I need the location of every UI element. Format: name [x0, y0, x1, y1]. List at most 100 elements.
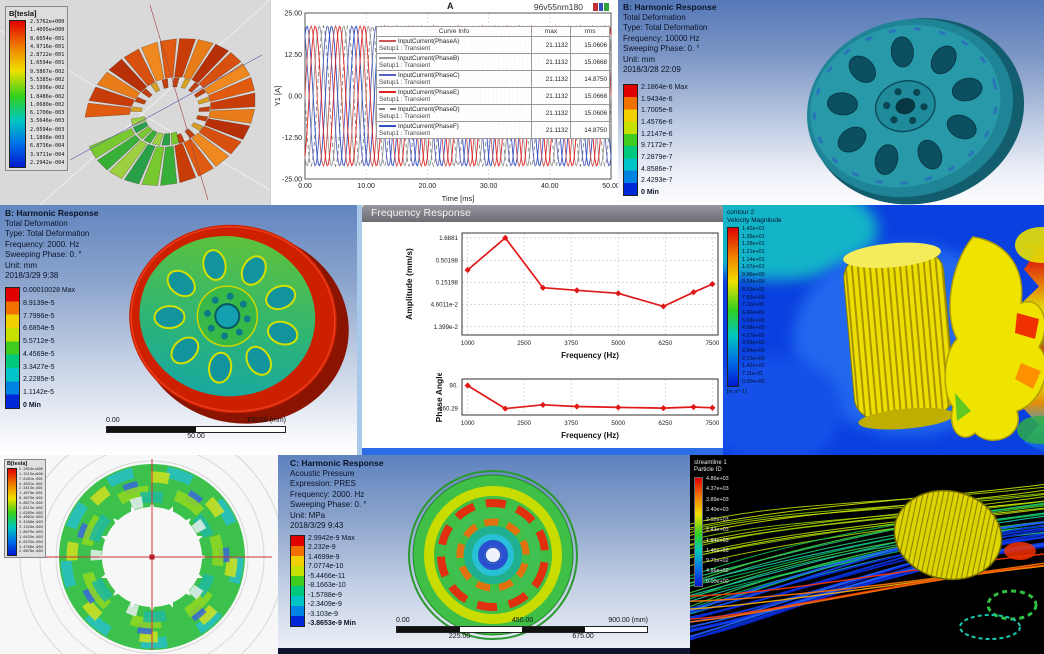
plot-corner-icon[interactable]: [593, 3, 610, 11]
ruler-label-q1: 225.00: [448, 633, 471, 640]
svg-text:Time [ms]: Time [ms]: [442, 194, 475, 203]
panel-frequency-response-window[interactable]: Frequency Response 1000 2500 3750 5000 6250 7…: [357, 205, 728, 455]
colorbar-label: 1.2147e-6: [641, 130, 673, 138]
ring-render[interactable]: [0, 455, 278, 654]
plot-title: A: [447, 1, 454, 11]
panel-harmonic-10000hz[interactable]: B: Harmonic Response Total Deformation Typ…: [618, 0, 1044, 205]
colorbar-label: 1.07e+01: [742, 264, 765, 271]
colorbar-label: -8.1663e-10: [308, 582, 346, 590]
colorbar-label: 1.8079e-003: [19, 529, 43, 534]
result-info-line: Type: Total Deformation: [623, 23, 708, 32]
ruler-bar: [396, 626, 648, 633]
panel-harmonic-2000hz[interactable]: B: Harmonic Response Total Deformation Typ…: [0, 205, 357, 455]
svg-text:1000: 1000: [461, 340, 475, 347]
colorbar-labels: 2.1864e-6 Max 1.9434e-6 1.7005e-6 1.4576e-6…: [641, 84, 688, 196]
colorbar-label: 9.5867e-002: [30, 68, 65, 75]
svg-text:20.00: 20.00: [419, 183, 437, 190]
colorbar-label: 1.14e+01: [742, 256, 765, 263]
svg-text:5000: 5000: [611, 420, 625, 427]
colorbar-label: 1.1142e-5: [23, 389, 55, 397]
colorbar-labels: 2.2894e+000 1.3215e+000 7.6281e-001 4.4031e…: [19, 467, 43, 554]
svg-text:-12.50: -12.50: [282, 135, 302, 142]
colorbar-label: 1.42e+00: [742, 363, 765, 370]
colorbar-label: 4.98e+00: [742, 325, 765, 332]
svg-text:3750: 3750: [564, 340, 578, 347]
colorbar-label: 1.6285e-002: [19, 510, 43, 515]
colorbar-title-line: contour 2: [727, 209, 755, 216]
panel-streamlines[interactable]: streamline 1 Particle ID 4.86e+03 4.37e+0…: [690, 455, 1044, 654]
amplitude-chart[interactable]: 1000 2500 3750 5000 6250 7500 1.6881 0.50198 0.1…: [362, 225, 728, 373]
colorbar-label: 2.0594e-003: [30, 126, 65, 133]
svg-text:0.00: 0.00: [288, 94, 302, 101]
disk-render[interactable]: [278, 455, 690, 654]
svg-text:Y1 [A]: Y1 [A]: [273, 86, 282, 106]
colorbar-label: -2.3409e-9: [308, 601, 342, 609]
cfd-fan-render[interactable]: [723, 205, 1044, 455]
colorbar-gradient: [694, 477, 703, 587]
window-titlebar[interactable]: Frequency Response: [362, 205, 728, 222]
wheel-render-red[interactable]: [0, 205, 357, 455]
svg-text:7500: 7500: [705, 420, 719, 427]
colorbar-label: 3.1320e-003: [19, 525, 43, 530]
colorbar-label: 7.2879e-7: [641, 153, 673, 161]
result-info-line: 2018/3/28 22:09: [623, 65, 681, 74]
colorbar-label: 4.8877e-002: [19, 500, 43, 505]
colorbar-label: 2.2894e+000: [19, 467, 43, 471]
legend-line-sample: [379, 74, 396, 77]
curve-legend-table[interactable]: Curve Info max rms InputCurrent(PhaseA) S…: [376, 26, 610, 139]
colorbar-label: 9.4002e-003: [19, 515, 43, 520]
result-info-line: C: Harmonic Response: [290, 458, 384, 468]
colorbar-label: 4.4031e-001: [19, 481, 43, 486]
legend-row[interactable]: InputCurrent(PhaseB) Setup1 : Transient 21…: [376, 53, 610, 71]
result-info-line: Unit: mm: [5, 260, 37, 270]
svg-text:-25.00: -25.00: [282, 177, 302, 184]
colorbar-label: 1.4095e+000: [30, 27, 65, 34]
colorbar-label: 6.6854e-5: [23, 325, 55, 333]
legend-row[interactable]: InputCurrent(PhaseE) Setup1 : Transient 21…: [376, 87, 610, 105]
colorbar-label: 3.3427e-5: [23, 363, 55, 371]
colorbar-label: 0.00010028 Max: [23, 287, 76, 294]
panel-acoustic-pressure[interactable]: C: Harmonic Response Acoustic Pressure Exp…: [278, 455, 690, 654]
colorbar-gradient: [727, 227, 739, 387]
streamline-render[interactable]: [690, 455, 1044, 654]
legend-line-sample: [379, 125, 396, 128]
colorbar-label: 2.8722e-001: [30, 52, 65, 59]
legend-row[interactable]: InputCurrent(PhaseF) Setup1 : Transient 21…: [376, 121, 610, 139]
colorbar-gradient: [9, 20, 26, 168]
ruler-bar: [106, 426, 286, 433]
colorbar-label: 1.4670e-001: [19, 491, 43, 496]
panel-current-plot[interactable]: A 96v55nm180 0.00 10.00 20.00 30.00 40.00 50.…: [270, 0, 619, 205]
svg-text:Frequency (Hz): Frequency (Hz): [561, 351, 619, 360]
colorbar-label: 2.92e+03: [706, 517, 729, 523]
colorbar-labels: 1.42e+01 1.35e+01 1.28e+01 1.21e+01 1.14e+01…: [742, 226, 765, 385]
legend-row[interactable]: InputCurrent(PhaseC) Setup1 : Transient 21…: [376, 70, 610, 88]
wheel-render-teal[interactable]: [618, 0, 1044, 205]
result-info-line: B: Harmonic Response: [5, 208, 99, 218]
svg-text:0.15198: 0.15198: [436, 280, 459, 287]
stator-render[interactable]: [0, 0, 270, 205]
colorbar-label: 2.84e+00: [742, 348, 765, 354]
svg-text:90.: 90.: [449, 382, 458, 389]
colorbar-label: 5.5385e-002: [30, 76, 65, 83]
colorbar-label: 1.4699e-9: [308, 553, 340, 561]
legend-row[interactable]: InputCurrent(PhaseA) Setup1 : Transient 21…: [376, 36, 610, 54]
phase-chart[interactable]: 1000 2500 3750 5000 6250 7500 90. -160.29 Freque…: [362, 373, 728, 451]
ruler-label-left: 0.00: [396, 617, 410, 624]
svg-text:3750: 3750: [564, 420, 578, 427]
panel-maxwell-ring[interactable]: B[tesla] 2.2894e+000 1.3215e+000 7.6281e-0…: [0, 455, 278, 654]
panel-maxwell-stator[interactable]: B[tesla] 2.5762e+000 1.4095e+000 8.6054e-0…: [0, 0, 270, 205]
window-title: Frequency Response: [371, 207, 471, 219]
colorbar-label: 1.1898e-003: [30, 134, 65, 141]
result-info-line: Expression: PRES: [290, 479, 356, 488]
svg-text:2500: 2500: [517, 340, 531, 347]
colorbar-label: -1.5788e-9: [308, 591, 342, 599]
legend-header-rms: rms: [570, 26, 610, 37]
colorbar-label: 4.86e+03: [706, 476, 729, 482]
plot-header: A 96v55nm180: [271, 1, 619, 13]
result-info-line: Sweeping Phase: 0. °: [623, 44, 700, 53]
panel-cfd-velocity[interactable]: contour 2 Velocity Magnitude 1.42e+01 1.3…: [723, 205, 1044, 455]
colorbar-label: 6.0235e-004: [19, 539, 43, 544]
ruler-label-mid: 50.00: [187, 433, 205, 440]
legend-row[interactable]: InputCurrent(PhaseD) Setup1 : Transient 21…: [376, 104, 610, 122]
